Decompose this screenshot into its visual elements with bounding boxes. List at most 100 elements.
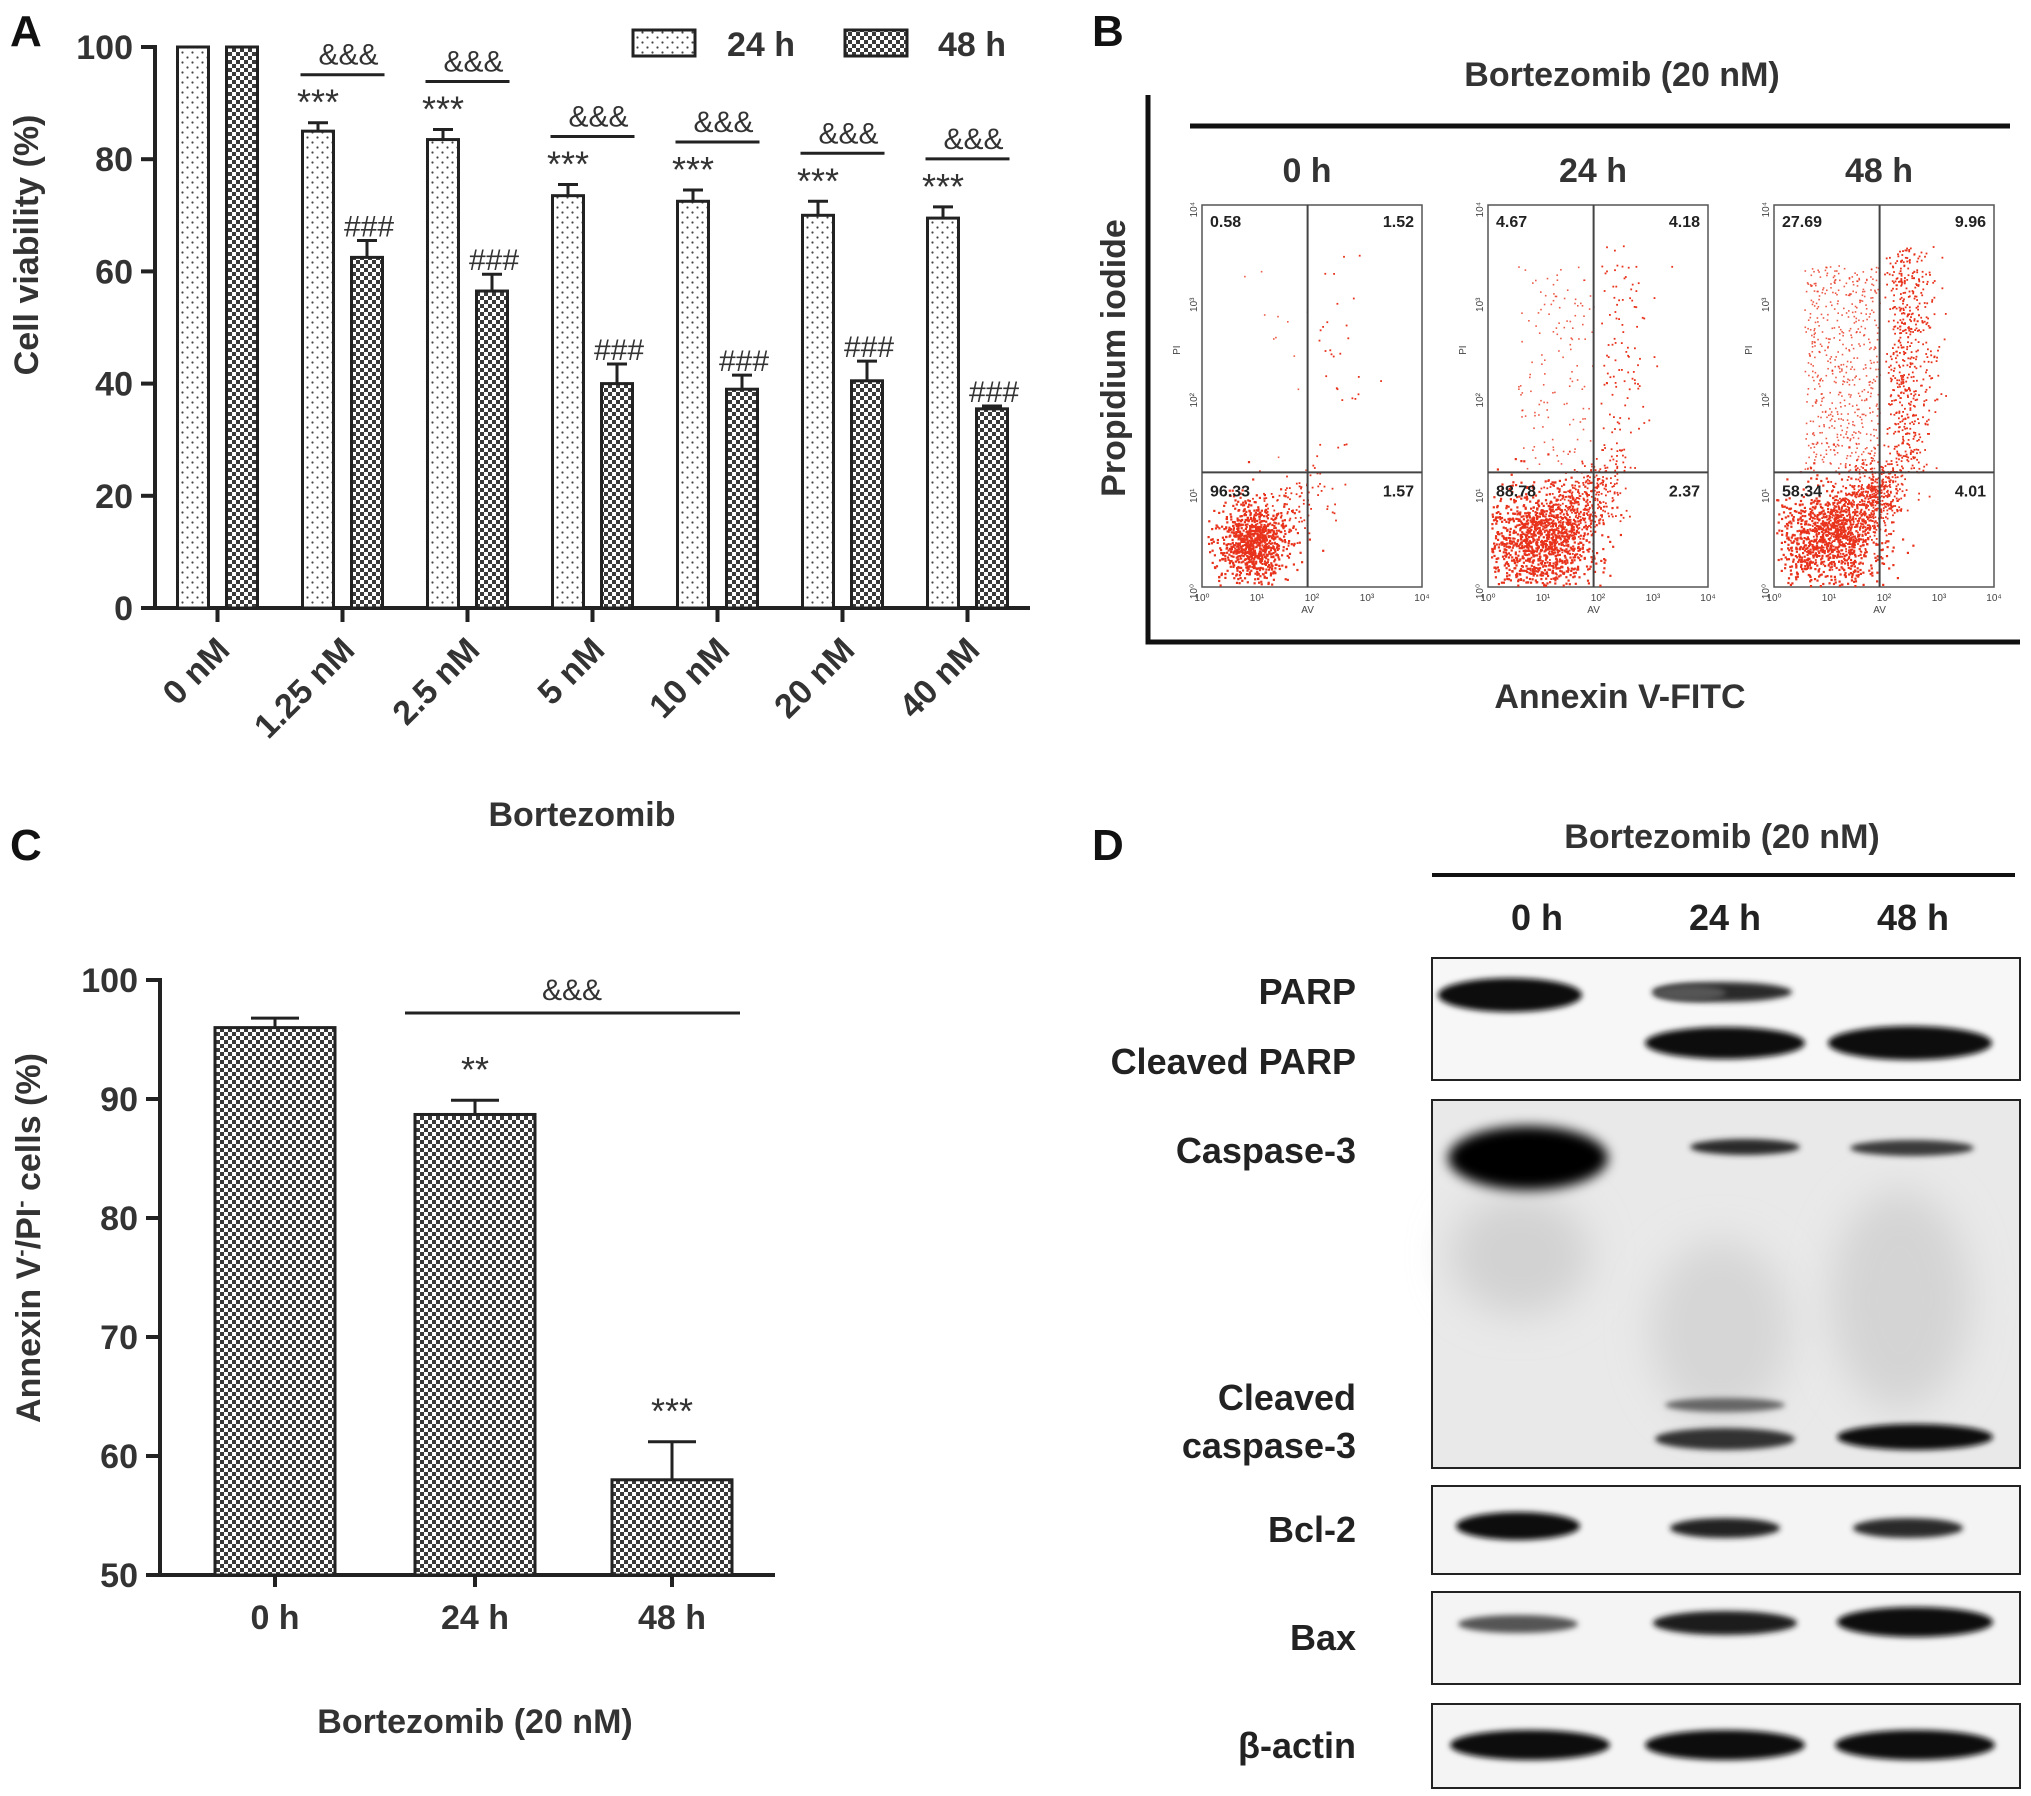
facs-dot (1851, 543, 1854, 546)
facs-dot (1904, 478, 1906, 481)
facs-dot (1832, 489, 1834, 492)
facs-dot (1503, 543, 1506, 546)
facs-dot (1778, 513, 1781, 516)
facs-dot (1802, 495, 1805, 499)
facs-dot (1898, 371, 1901, 374)
facs-dot (1854, 577, 1857, 580)
facs-dot (1836, 546, 1839, 549)
facs-dot (1295, 528, 1297, 531)
facs-dot (1283, 505, 1286, 508)
facs-dot (1611, 393, 1614, 396)
facs-dot (1916, 299, 1918, 301)
facs-dot (1896, 379, 1899, 382)
facs-dot (1838, 584, 1841, 587)
facs-dot (1864, 540, 1867, 543)
facs-dot (1812, 547, 1815, 550)
facs-dot (1586, 508, 1589, 511)
facs-dot (1577, 497, 1580, 499)
facs-dot (1869, 468, 1872, 470)
panel-a-letter: A (10, 7, 42, 56)
facs-dot (1920, 259, 1923, 262)
facs-dot (1624, 404, 1627, 407)
facs-dot (1804, 520, 1807, 523)
facs-dot (1857, 555, 1860, 557)
facs-dot (1529, 557, 1532, 560)
facs-dot (1334, 503, 1336, 506)
facs-dot (1548, 534, 1551, 537)
facs-dot (1251, 565, 1254, 568)
facs-dot (1551, 438, 1554, 441)
facs-dot (1264, 545, 1267, 548)
facs-dot (1803, 537, 1806, 540)
facs-dot (1901, 346, 1904, 349)
facs-dot (1841, 549, 1844, 551)
facs-dot (1218, 527, 1221, 530)
facs-dot (1854, 585, 1857, 588)
facs-dot (1577, 527, 1579, 530)
facs-dot (1588, 517, 1591, 520)
facs-dot (1796, 556, 1799, 559)
facs-dot (1533, 446, 1536, 448)
facs-dot (1885, 495, 1887, 497)
facs-dot (1237, 527, 1240, 530)
facs-dot (1883, 444, 1886, 447)
facs-dot (1249, 514, 1252, 517)
facs-dot (1549, 518, 1551, 521)
facs-dot (1565, 532, 1568, 535)
facs-y-tick: 10³ (1189, 297, 1200, 312)
facs-dot (1559, 494, 1562, 496)
facs-dot (1863, 555, 1866, 558)
facs-dot (1517, 580, 1520, 583)
facs-dot (1823, 549, 1826, 552)
facs-dot (1855, 540, 1858, 543)
facs-dot (1828, 539, 1831, 542)
facs-dot (1877, 498, 1879, 501)
facs-dot (1530, 581, 1533, 584)
facs-dot (1270, 556, 1273, 559)
facs-dot (1894, 262, 1897, 265)
facs-dot (1922, 469, 1925, 472)
facs-dot (1871, 571, 1874, 574)
facs-dot (1844, 497, 1846, 500)
facs-dot (1530, 572, 1533, 575)
facs-dot (1819, 585, 1822, 588)
facs-dot (1614, 382, 1617, 384)
quadrant-lower-left: 88.78 (1496, 483, 1536, 500)
facs-dot (1275, 517, 1278, 519)
facs-dot (1789, 565, 1792, 568)
facs-dot (1493, 554, 1496, 557)
facs-dot (1509, 527, 1512, 530)
facs-dot (1875, 542, 1878, 545)
facs-dot (1872, 541, 1875, 544)
facs-dot (1839, 573, 1842, 576)
facs-dot (1599, 482, 1602, 485)
facs-dot (1849, 543, 1851, 545)
facs-dot (1827, 538, 1830, 541)
facs-dot (1577, 305, 1579, 307)
facs-dot (1913, 390, 1916, 393)
facs-dot (1572, 545, 1575, 548)
facs-dot (1269, 535, 1272, 538)
facs-dot (1840, 516, 1843, 518)
facs-dot (1671, 265, 1674, 268)
facs-dot (1512, 520, 1515, 523)
facs-dot (1788, 549, 1791, 552)
facs-dot (1276, 554, 1279, 557)
facs-dot (1929, 274, 1931, 276)
facs-dot (1827, 543, 1829, 546)
facs-dot (1846, 493, 1849, 496)
facs-dot (1254, 511, 1257, 514)
facs-dot (1591, 504, 1594, 506)
facs-dot (1232, 555, 1235, 558)
facs-dot (1842, 543, 1844, 545)
facs-dot (1513, 498, 1516, 502)
facs-dot (1308, 503, 1311, 506)
sig-48h: ### (344, 211, 394, 244)
facs-dot (1909, 318, 1911, 321)
facs-dot (1265, 538, 1268, 541)
facs-dot (1529, 567, 1532, 570)
facs-dot (1238, 509, 1241, 512)
facs-dot (1846, 479, 1849, 481)
